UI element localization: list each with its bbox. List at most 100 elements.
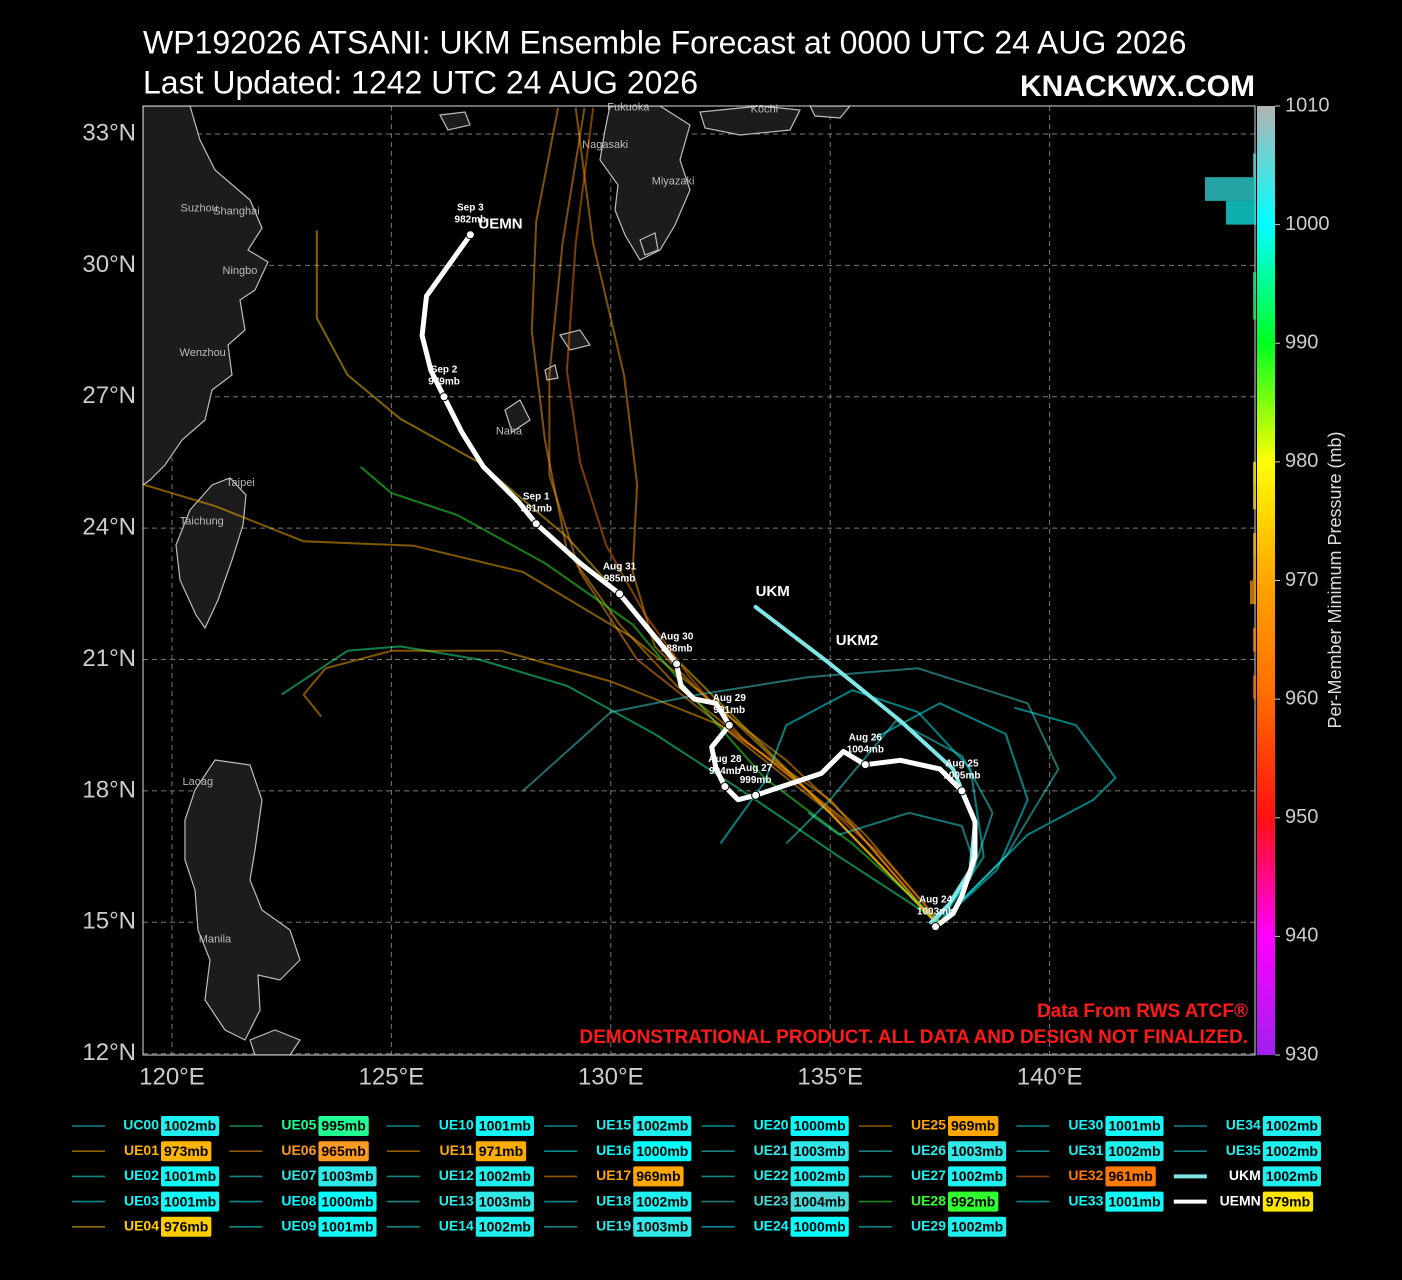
legend-name: UE35 [1226, 1142, 1261, 1158]
colorbar-label: Per-Member Minimum Pressure (mb) [1325, 431, 1345, 728]
legend-pressure-box [1262, 1166, 1321, 1187]
point-pressure: 982mb [455, 214, 487, 225]
legend-name: UE07 [281, 1167, 316, 1183]
legend-name: UE10 [439, 1117, 474, 1133]
legend-pressure-box [318, 1216, 377, 1237]
legend-pressure: 971mb [479, 1143, 523, 1159]
kyushu [599, 106, 691, 261]
city-label: Naha [496, 425, 523, 437]
legend-pressure-box [1105, 1141, 1164, 1162]
ukm2-label: UKM2 [836, 632, 879, 649]
colorbar-tick-label: 980 [1285, 450, 1318, 472]
y-tick-label: 30°N [82, 251, 136, 278]
point-date: Aug 26 [849, 732, 883, 743]
track-point [720, 782, 730, 792]
y-tick-label: 15°N [82, 908, 136, 935]
legend-pressure: 1000mb [794, 1118, 846, 1134]
city-label: Laoag [183, 776, 214, 788]
histogram-bar [1253, 295, 1256, 320]
title: WP192026 ATSANI: UKM Ensemble Forecast a… [143, 24, 1186, 60]
legend-pressure-box [1262, 1116, 1321, 1136]
y-tick-label: 24°N [82, 514, 136, 541]
legend-name: UE23 [754, 1192, 789, 1208]
legend-pressure: 1003mb [321, 1168, 373, 1184]
track-point [465, 230, 475, 240]
legend-pressure-box [948, 1116, 999, 1136]
legend-pressure-box [633, 1191, 692, 1212]
honshu [809, 106, 851, 119]
taiwan [175, 477, 247, 630]
legend-pressure-box [790, 1166, 849, 1187]
colorbar-tick-label: 970 [1285, 569, 1318, 591]
y-tick-label: 33°N [82, 119, 136, 146]
track-name: UKM [756, 583, 790, 600]
ryukyu [439, 111, 659, 433]
brand: KNACKWX.COM [1020, 70, 1255, 103]
legend-pressure-box [161, 1166, 220, 1187]
point-pressure: 988mb [661, 644, 693, 655]
member-track [873, 702, 1029, 924]
legend-pressure-box [161, 1216, 212, 1237]
city-label: Taipei [226, 477, 255, 489]
legend-name: UE17 [596, 1167, 631, 1183]
legend-pressure: 1001mb [164, 1193, 216, 1209]
legend-name: UE20 [754, 1117, 789, 1133]
point-date: Aug 28 [708, 754, 742, 765]
member-track [565, 107, 941, 923]
legend-pressure: 1001mb [321, 1219, 373, 1235]
y-tick-label: 21°N [82, 645, 136, 672]
histogram-bar [1205, 177, 1256, 201]
legend-pressure-box [633, 1166, 684, 1187]
point-pressure: 979mb [428, 376, 460, 387]
legend-pressure-box [1262, 1191, 1314, 1212]
track-point [957, 786, 967, 796]
y-tick-label: 12°N [82, 1039, 136, 1066]
track-point [724, 720, 734, 730]
city-label: Manila [199, 934, 232, 946]
point-date: Aug 25 [945, 759, 979, 770]
member-track [939, 706, 1117, 924]
legend-name: UE11 [440, 1142, 474, 1158]
legend-pressure-box [790, 1216, 849, 1237]
legend-name: UE08 [281, 1192, 316, 1208]
point-date: Aug 27 [739, 763, 773, 774]
legend-name: UE05 [281, 1117, 316, 1133]
x-tick-label: 130°E [578, 1063, 644, 1090]
legend-pressure: 1002mb [1108, 1143, 1160, 1159]
city-label: Wenzhou [180, 347, 226, 359]
legend-name: UE06 [281, 1142, 316, 1158]
legend-name: UE32 [1068, 1167, 1103, 1183]
legend-name: UE24 [754, 1218, 789, 1234]
legend-pressure-box [318, 1116, 369, 1136]
member-track [574, 107, 941, 923]
point-date: Aug 29 [713, 693, 747, 704]
legend-name: UE16 [596, 1142, 631, 1158]
point-pressure: 999mb [740, 775, 772, 786]
legend-pressure-box [790, 1191, 849, 1212]
histogram-bar [1253, 485, 1256, 510]
legend: UC00 1002mb UE01 973mb UE02 1001mb UE03 1001mb U… [72, 1116, 1321, 1237]
legend-pressure: 1000mb [636, 1143, 688, 1159]
legend-pressure: 1002mb [1266, 1118, 1318, 1134]
legend-pressure: 1003mb [794, 1143, 846, 1159]
legend-name: UE02 [124, 1167, 159, 1183]
x-tick-label: 135°E [797, 1063, 863, 1090]
city-label: Shanghai [213, 205, 260, 217]
legend-pressure-box [475, 1191, 534, 1212]
point-date: Sep 3 [457, 202, 484, 213]
member-track [719, 689, 985, 923]
legend-pressure: 1001mb [479, 1118, 531, 1134]
member-track [548, 107, 937, 923]
legend-name: UE03 [124, 1192, 159, 1208]
x-tick-label: 140°E [1017, 1063, 1083, 1090]
colorbar [1257, 106, 1275, 1055]
legend-name: UE25 [911, 1117, 946, 1133]
legend-name: UE12 [439, 1167, 474, 1183]
point-pressure: 981mb [520, 503, 552, 514]
legend-name: UE09 [281, 1218, 316, 1234]
legend-name: UE27 [911, 1167, 946, 1183]
legend-name: UE21 [754, 1142, 789, 1158]
legend-name: UE14 [439, 1218, 474, 1234]
legend-pressure-box [161, 1141, 212, 1162]
